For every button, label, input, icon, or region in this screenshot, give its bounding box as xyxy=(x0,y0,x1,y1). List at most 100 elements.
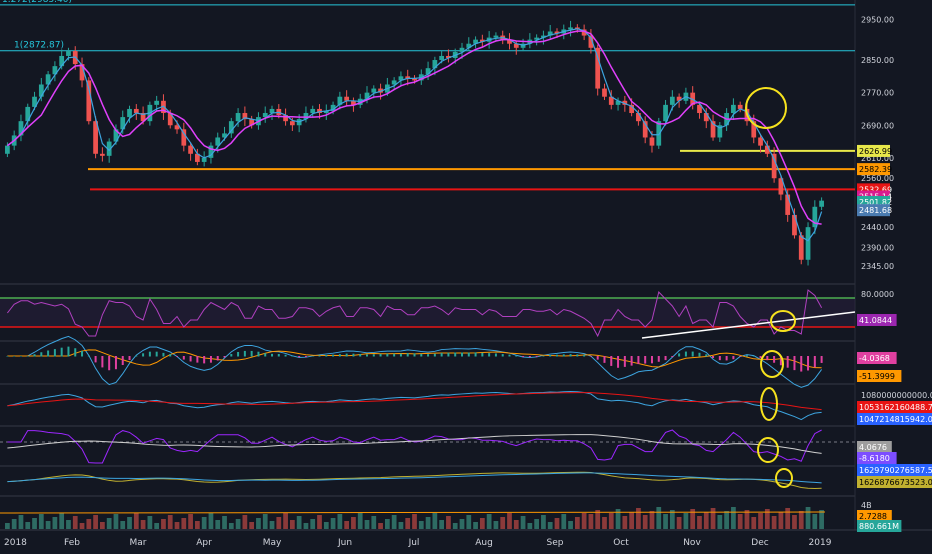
macd-histogram-bar xyxy=(589,356,592,357)
macd-histogram-bar xyxy=(664,356,667,361)
candle-body xyxy=(188,145,193,154)
candle-body xyxy=(778,178,784,195)
macd-histogram-bar xyxy=(162,352,165,357)
indicator-tag-label: -51.3999 xyxy=(859,372,895,381)
volume-bar xyxy=(717,515,723,529)
volume-bar xyxy=(174,522,180,529)
x-tick-label: Sep xyxy=(547,538,564,548)
candle-body xyxy=(425,68,431,75)
candle-body xyxy=(344,96,350,101)
candle-body xyxy=(819,200,824,207)
y-tick-label: 2440.00 xyxy=(861,223,894,232)
candle-body xyxy=(45,74,51,85)
candle-body xyxy=(378,88,383,93)
indicator-panes xyxy=(0,289,856,529)
volume-bar xyxy=(249,522,255,529)
macd-histogram-bar xyxy=(617,356,620,368)
macd-histogram-bar xyxy=(800,356,803,372)
macd-histogram-bar xyxy=(318,355,321,357)
candle-body xyxy=(479,39,485,42)
volume-bar xyxy=(737,514,743,529)
volume-bar xyxy=(697,516,702,529)
candle-body xyxy=(622,100,628,105)
macd-histogram-bar xyxy=(725,356,728,361)
volume-bar xyxy=(405,518,411,529)
candle-body xyxy=(289,121,295,126)
macd-histogram-bar xyxy=(393,353,396,357)
macd-histogram-bar xyxy=(209,356,212,363)
volume-bar xyxy=(140,520,146,529)
volume-bar xyxy=(5,523,10,529)
volume-bar xyxy=(751,517,757,529)
macd-histogram-bar xyxy=(515,355,518,357)
price-tag-label: 2532.69 xyxy=(859,185,892,194)
macd-histogram-bar xyxy=(223,356,226,358)
macd-histogram-bar xyxy=(298,356,301,358)
macd-histogram-bar xyxy=(148,351,151,357)
candle-body xyxy=(669,96,675,105)
y-tick-label: 2950.00 xyxy=(861,15,894,24)
volume-bar xyxy=(11,519,17,529)
candle-body xyxy=(59,55,65,67)
macd-histogram-bar xyxy=(440,352,443,357)
macd-histogram-bar xyxy=(698,352,701,357)
macd-histogram-bar xyxy=(304,356,307,358)
macd-histogram-bar xyxy=(671,356,674,358)
indicator-tag-label: -4.0368 xyxy=(859,354,890,363)
volume-bar xyxy=(235,519,241,529)
candle-body xyxy=(751,121,757,138)
candle-body xyxy=(351,100,356,105)
macd-histogram-bar xyxy=(739,356,742,357)
volume-bar xyxy=(215,520,221,529)
volume-bar xyxy=(289,520,295,529)
candle-body xyxy=(127,108,132,118)
candle-body xyxy=(32,96,37,107)
volume-bar xyxy=(357,513,363,529)
volume-bar xyxy=(323,522,329,529)
y-tick-label: 2390.00 xyxy=(861,244,894,253)
y-tick-label: 2610.00 xyxy=(861,154,894,163)
candle-body xyxy=(249,119,255,126)
osc-line xyxy=(7,429,822,464)
macd-histogram-bar xyxy=(325,355,328,357)
fib-top-label: 1.272(2985.40) xyxy=(2,0,72,5)
volume-bar xyxy=(181,518,187,529)
volume-bar xyxy=(452,523,458,529)
macd-histogram-bar xyxy=(718,356,721,361)
indicator-tag-label: 1629790276587.5606 xyxy=(859,466,932,475)
volume-bar xyxy=(507,513,512,529)
volume-bar xyxy=(188,514,193,529)
volume-bar xyxy=(127,517,132,529)
volume-bar xyxy=(785,508,791,529)
x-tick-label: Jul xyxy=(408,538,420,548)
macd-histogram-bar xyxy=(779,356,782,366)
candle-body xyxy=(133,108,139,114)
macd-histogram-bar xyxy=(555,354,558,357)
candle-body xyxy=(608,96,614,105)
volume-bar xyxy=(731,507,736,529)
candle-body xyxy=(717,125,723,138)
candle-body xyxy=(588,35,594,48)
indicator-axis-label: 80.0000 xyxy=(861,290,894,299)
macd-histogram-bar xyxy=(427,354,430,357)
candle-body xyxy=(473,39,478,44)
macd-histogram-bar xyxy=(237,351,240,357)
price-tag-bg xyxy=(857,144,890,157)
volume-bar xyxy=(228,523,234,529)
macd-histogram-bar xyxy=(786,356,789,368)
candle-body xyxy=(493,35,499,38)
ad-line xyxy=(7,471,822,489)
macd-histogram-bar xyxy=(678,353,681,357)
macd-histogram-bar xyxy=(542,355,545,357)
macd-histogram-bar xyxy=(712,356,715,359)
macd-histogram-bar xyxy=(169,354,172,357)
fib-label: 1(2872.87) xyxy=(14,41,64,51)
candle-body xyxy=(703,113,709,122)
candle-body xyxy=(208,145,214,158)
indicator-tag-bg xyxy=(857,413,932,425)
bottom-axis: 2018 Feb Mar Apr May Jun Jul Aug Sep Oct Nov Dec 201… xyxy=(4,538,832,548)
volume-bar xyxy=(534,519,540,529)
ema-line xyxy=(7,28,823,242)
volume-bar xyxy=(100,522,105,529)
